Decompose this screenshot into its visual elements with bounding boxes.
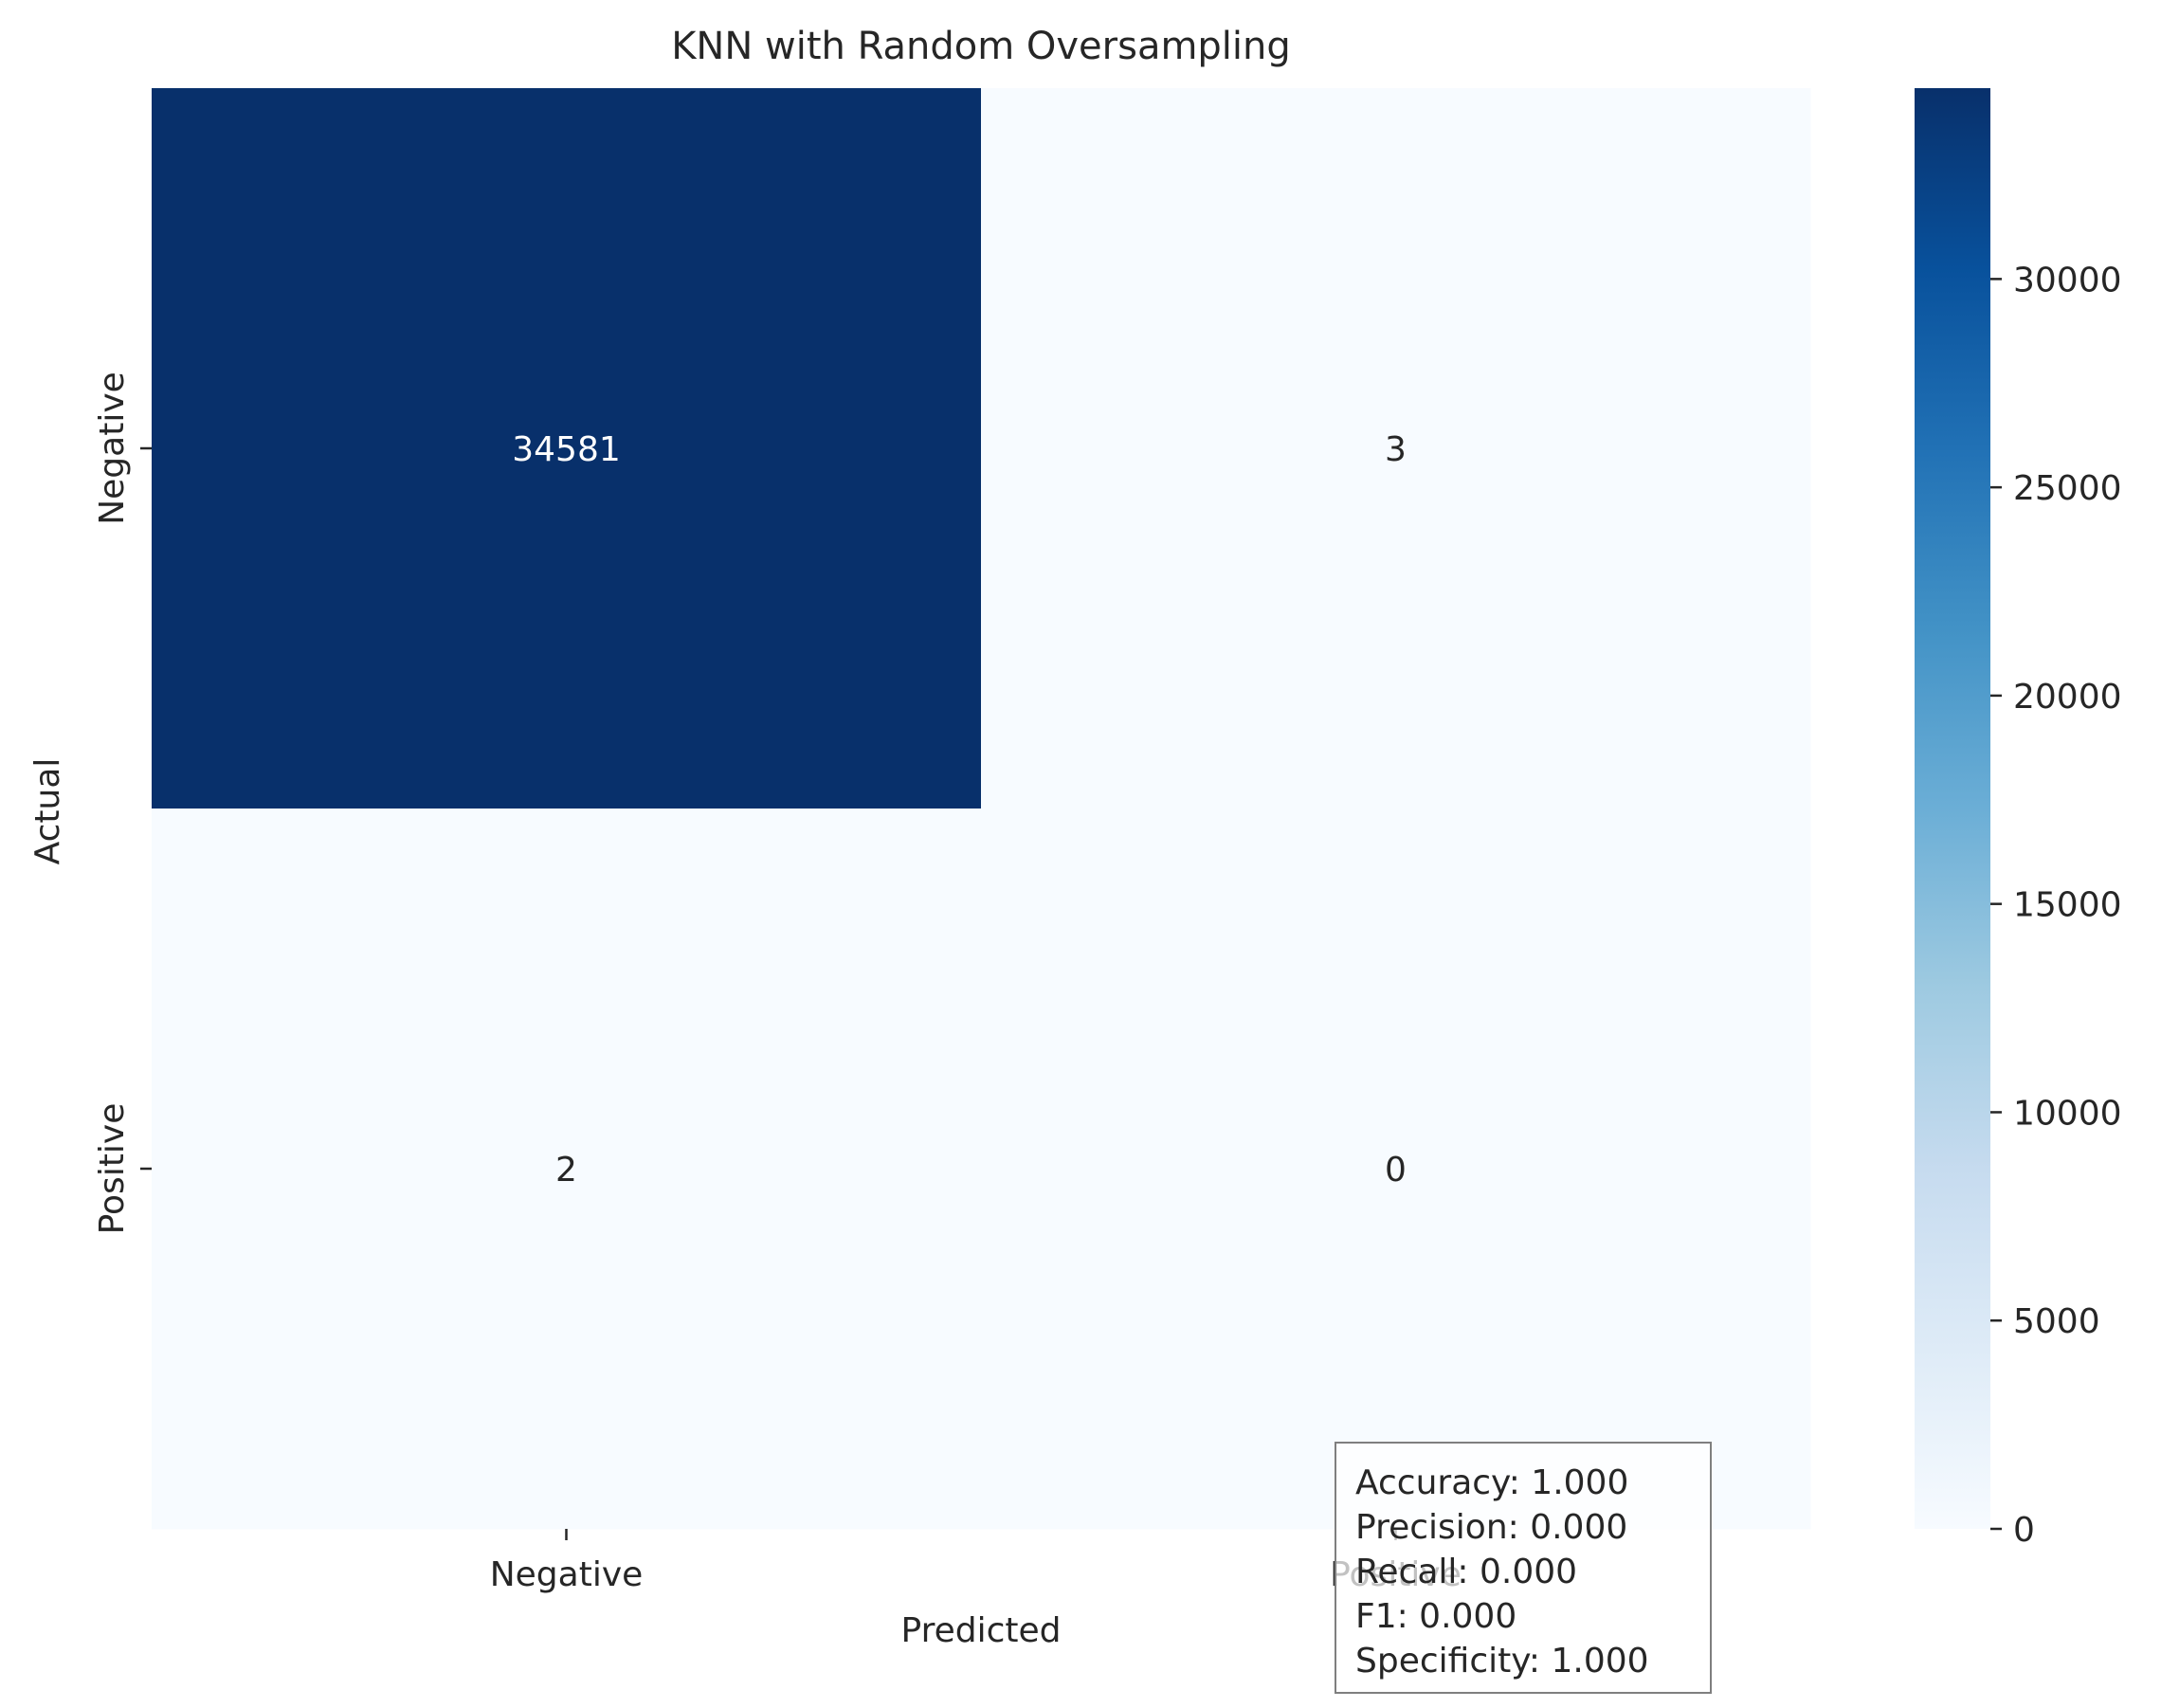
- heatmap-cell: [152, 809, 982, 1530]
- colorbar-tick-label: 30000: [2013, 261, 2122, 300]
- metrics-annotation-box: Accuracy: 1.000 Precision: 0.000 Recall:…: [1335, 1442, 1712, 1694]
- heatmap-cells: [152, 88, 1811, 1530]
- cell-value-label: 2: [555, 1151, 577, 1190]
- colorbar: [1915, 88, 1990, 1529]
- y-axis-label: Actual: [28, 758, 67, 865]
- metric-precision: Precision: 0.000: [1355, 1508, 1628, 1547]
- x-tick-label: Negative: [490, 1555, 644, 1594]
- x-axis-label: Predicted: [901, 1611, 1062, 1650]
- metric-f1: F1: 0.000: [1355, 1597, 1517, 1636]
- metric-accuracy: Accuracy: 1.000: [1355, 1463, 1629, 1502]
- heatmap-cell: [152, 88, 982, 809]
- heatmap-cell: [981, 809, 1811, 1530]
- y-tick-label: Negative: [93, 372, 132, 525]
- heatmap-cell: [981, 88, 1811, 809]
- colorbar-tick-label: 0: [2013, 1511, 2035, 1550]
- colorbar-tick-label: 10000: [2013, 1094, 2122, 1133]
- colorbar-tick-label: 5000: [2013, 1302, 2100, 1341]
- colorbar-tick-label: 25000: [2013, 469, 2122, 508]
- metric-recall: Recall: 0.000: [1355, 1553, 1578, 1591]
- cell-value-label: 3: [1385, 430, 1407, 469]
- colorbar-ticks: 0 5000 10000 15000 20000 25000 30000: [1990, 261, 2122, 1550]
- cell-value-label: 0: [1385, 1151, 1407, 1190]
- metric-specificity: Specificity: 1.000: [1355, 1642, 1649, 1681]
- colorbar-tick-label: 15000: [2013, 886, 2122, 925]
- colorbar-tick-label: 20000: [2013, 678, 2122, 717]
- heatmap-cell-labels: 34581 3 2 0: [512, 430, 1407, 1190]
- chart-title: KNN with Random Oversampling: [671, 25, 1291, 68]
- y-tick-label: Positive: [93, 1103, 132, 1235]
- cell-value-label: 34581: [512, 430, 621, 469]
- y-axis: Negative Positive: [93, 372, 152, 1234]
